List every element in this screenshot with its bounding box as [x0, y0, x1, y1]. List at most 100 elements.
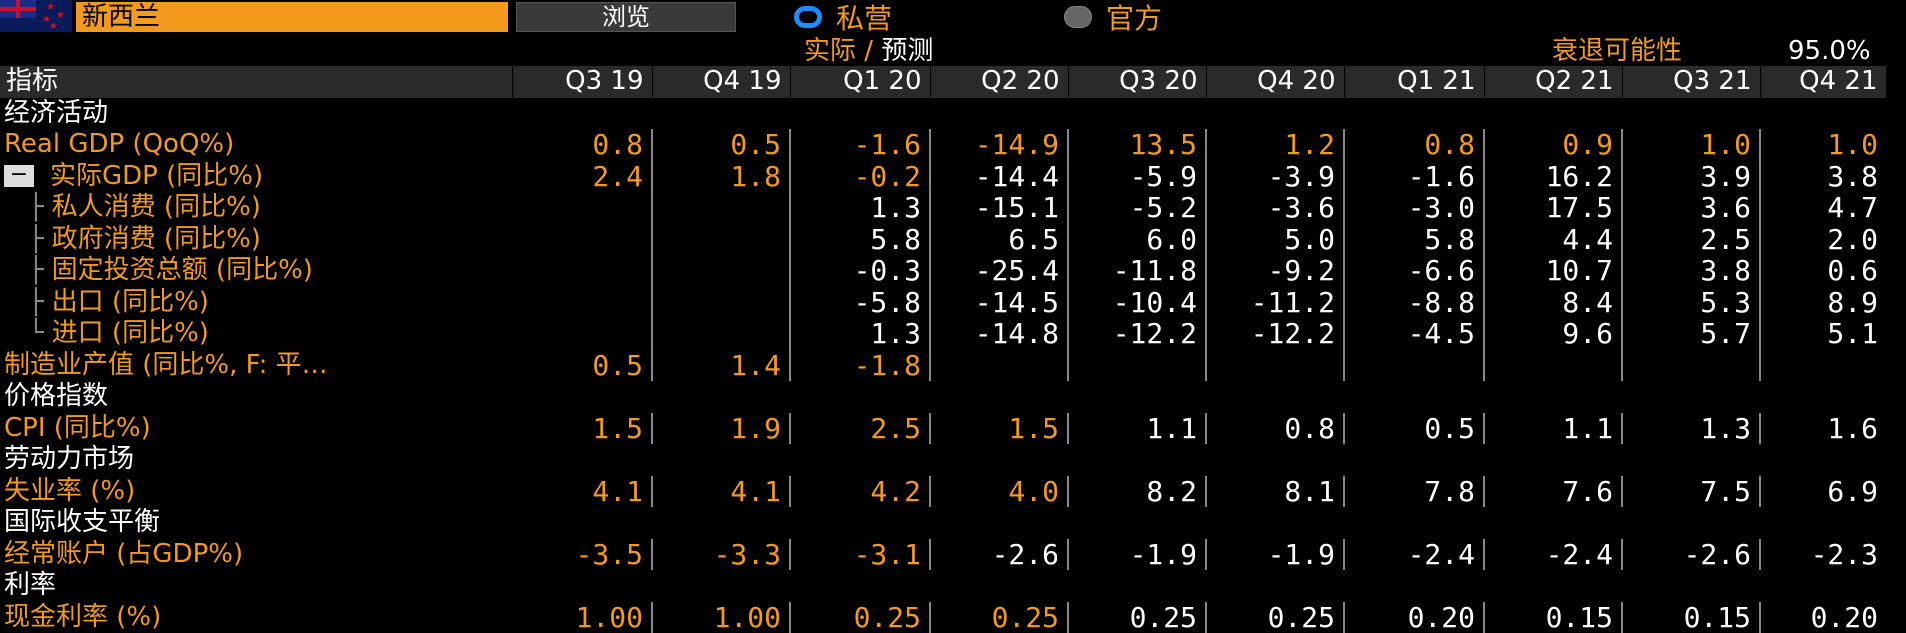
table-cell[interactable]: -12.2: [1068, 318, 1207, 350]
table-cell[interactable]: 17.5: [1484, 192, 1623, 224]
table-cell[interactable]: 0.25: [930, 601, 1069, 633]
table-cell[interactable]: 6.5: [930, 223, 1069, 255]
table-cell[interactable]: -3.6: [1206, 192, 1345, 224]
table-cell[interactable]: 10.7: [1484, 255, 1623, 287]
table-cell[interactable]: [652, 192, 791, 224]
table-cell[interactable]: -3.5: [512, 538, 653, 570]
browse-button[interactable]: 浏览: [516, 2, 736, 32]
table-row[interactable]: ├ 政府消费 (同比%) 5.8 6.5 6.0 5.0 5.8 4.4 2.5 2.0: [0, 223, 1886, 256]
row-label[interactable]: CPI (同比%): [0, 413, 512, 445]
table-cell[interactable]: [1344, 349, 1485, 381]
table-cell[interactable]: -2.4: [1484, 538, 1623, 570]
table-row[interactable]: 经常账户 (占GDP%) -3.5 -3.3 -3.1 -2.6 -1.9 -1.9 -2.4…: [0, 538, 1886, 570]
table-cell[interactable]: 1.8: [652, 160, 791, 192]
table-cell[interactable]: -9.2: [1206, 255, 1345, 287]
table-cell[interactable]: 0.15: [1622, 601, 1761, 633]
table-cell[interactable]: [652, 223, 791, 255]
column-header[interactable]: Q3 19: [512, 66, 653, 98]
table-cell[interactable]: -4.5: [1344, 318, 1485, 350]
table-cell[interactable]: 5.3: [1622, 286, 1761, 318]
table-cell[interactable]: 1.9: [652, 412, 791, 444]
table-cell[interactable]: -6.6: [1344, 255, 1485, 287]
table-cell[interactable]: -5.2: [1068, 192, 1207, 224]
table-cell[interactable]: 7.6: [1484, 475, 1623, 507]
table-cell[interactable]: 1.6: [1827, 412, 1878, 444]
table-row[interactable]: 现金利率 (%) 1.00 1.00 0.25 0.25 0.25 0.25 0.20 0.15…: [0, 601, 1886, 633]
table-cell[interactable]: 7.5: [1622, 475, 1761, 507]
row-label[interactable]: ├ 政府消费 (同比%): [0, 224, 512, 256]
table-cell[interactable]: -0.3: [790, 255, 931, 287]
table-cell[interactable]: 4.0: [930, 475, 1069, 507]
table-cell[interactable]: [512, 255, 653, 287]
column-header[interactable]: Q3 20: [1068, 66, 1207, 98]
table-cell[interactable]: 5.8: [790, 223, 931, 255]
table-cell[interactable]: 4.2: [790, 475, 931, 507]
table-cell[interactable]: [1484, 349, 1623, 381]
column-header[interactable]: Q1 20: [790, 66, 931, 98]
table-cell[interactable]: 1.5: [930, 412, 1069, 444]
table-cell[interactable]: -1.6: [1344, 160, 1485, 192]
column-header-indicator[interactable]: 指标: [0, 66, 513, 98]
table-cell[interactable]: 4.4: [1484, 223, 1623, 255]
table-cell[interactable]: -5.9: [1068, 160, 1207, 192]
table-cell[interactable]: 8.1: [1206, 475, 1345, 507]
table-cell[interactable]: -5.8: [790, 286, 931, 318]
table-cell[interactable]: 2.4: [512, 160, 653, 192]
table-cell[interactable]: -14.4: [930, 160, 1069, 192]
table-cell[interactable]: -3.3: [652, 538, 791, 570]
radio-private[interactable]: 私营: [794, 2, 892, 35]
row-label[interactable]: 现金利率 (%): [0, 602, 512, 633]
table-cell[interactable]: [930, 349, 1069, 381]
table-cell[interactable]: 5.8: [1344, 223, 1485, 255]
table-row[interactable]: └ 进口 (同比%) 1.3 -14.8 -12.2 -12.2 -4.5 9.6 5.7 5.1: [0, 318, 1886, 350]
table-cell[interactable]: 1.3: [790, 192, 931, 224]
table-cell[interactable]: -1.8: [790, 349, 931, 381]
table-cell[interactable]: 6.9: [1827, 475, 1878, 507]
row-label[interactable]: ├ 出口 (同比%): [0, 287, 512, 319]
table-cell[interactable]: 0.8: [1206, 412, 1345, 444]
table-cell[interactable]: 3.6: [1622, 192, 1761, 224]
row-label[interactable]: Real GDP (QoQ%): [0, 129, 512, 161]
column-header[interactable]: Q4 21: [1760, 66, 1887, 98]
column-header[interactable]: Q1 21: [1344, 66, 1485, 98]
table-cell[interactable]: 9.6: [1484, 318, 1623, 350]
table-cell[interactable]: -1.9: [1206, 538, 1345, 570]
table-cell[interactable]: [652, 318, 791, 350]
table-cell[interactable]: -2.4: [1344, 538, 1485, 570]
column-header[interactable]: Q4 20: [1206, 66, 1345, 98]
row-label[interactable]: 失业率 (%): [0, 476, 512, 508]
table-cell[interactable]: 6.0: [1068, 223, 1207, 255]
table-cell[interactable]: -15.1: [930, 192, 1069, 224]
table-cell[interactable]: -25.4: [930, 255, 1069, 287]
collapse-icon[interactable]: −: [4, 164, 34, 187]
table-cell[interactable]: 0.20: [1344, 601, 1485, 633]
table-cell[interactable]: [1206, 349, 1345, 381]
table-cell[interactable]: [512, 223, 653, 255]
table-row[interactable]: Real GDP (QoQ%) 0.8 0.5 -1.6 -14.9 13.5 1.2 0.8…: [0, 129, 1886, 161]
table-cell[interactable]: 1.2: [1206, 129, 1345, 161]
table-cell[interactable]: [652, 255, 791, 287]
table-cell[interactable]: 3.9: [1622, 160, 1761, 192]
table-cell[interactable]: -14.9: [930, 129, 1069, 161]
column-header[interactable]: Q2 20: [930, 66, 1069, 98]
table-row[interactable]: ├ 出口 (同比%) -5.8 -14.5 -10.4 -11.2 -8.8 8.4 5.3 8.…: [0, 286, 1886, 319]
table-cell[interactable]: [652, 286, 791, 318]
table-cell[interactable]: 0.5: [652, 129, 791, 161]
table-cell[interactable]: 2.5: [1622, 223, 1761, 255]
column-header[interactable]: Q2 21: [1484, 66, 1623, 98]
table-cell[interactable]: 8.2: [1068, 475, 1207, 507]
table-cell[interactable]: 1.3: [790, 318, 931, 350]
table-cell[interactable]: 7.8: [1344, 475, 1485, 507]
table-cell[interactable]: 4.1: [512, 475, 653, 507]
table-cell[interactable]: -11.2: [1206, 286, 1345, 318]
table-cell[interactable]: 0.15: [1484, 601, 1623, 633]
table-cell[interactable]: -2.3: [1810, 538, 1878, 570]
table-row[interactable]: ├ 私人消费 (同比%) 1.3 -15.1 -5.2 -3.6 -3.0 17.5 3.6 4.…: [0, 192, 1886, 224]
table-cell[interactable]: [512, 192, 653, 224]
table-cell[interactable]: -14.8: [930, 318, 1069, 350]
row-label[interactable]: └ 进口 (同比%): [0, 318, 512, 350]
table-cell[interactable]: 1.0: [1827, 129, 1878, 161]
table-cell[interactable]: 1.1: [1484, 412, 1623, 444]
table-cell[interactable]: 0.25: [1206, 601, 1345, 633]
table-cell[interactable]: -8.8: [1344, 286, 1485, 318]
